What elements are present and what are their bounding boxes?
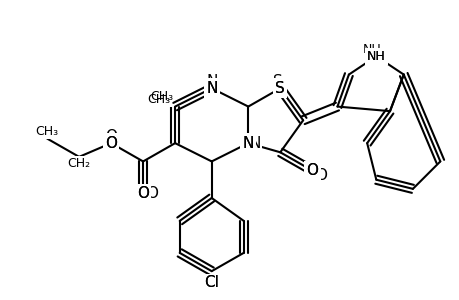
Text: Cl: Cl <box>204 275 218 290</box>
Text: N: N <box>242 136 253 151</box>
Text: O: O <box>146 186 158 201</box>
Text: Cl: Cl <box>204 275 218 290</box>
Text: S: S <box>275 81 285 96</box>
Text: CH₃: CH₃ <box>147 93 170 106</box>
Text: NH: NH <box>362 43 381 56</box>
Text: O: O <box>105 136 117 151</box>
Text: S: S <box>275 81 285 96</box>
Text: N: N <box>206 74 217 89</box>
Text: O: O <box>137 186 149 201</box>
Text: N: N <box>206 81 217 96</box>
Text: O: O <box>137 186 149 201</box>
Text: CH₂: CH₂ <box>67 157 90 170</box>
Text: O: O <box>105 129 117 144</box>
Text: CH₃: CH₃ <box>150 90 173 103</box>
Text: O: O <box>306 163 318 178</box>
Text: N: N <box>242 136 253 151</box>
Text: NH: NH <box>366 50 385 63</box>
Text: N: N <box>249 136 260 151</box>
Text: N: N <box>206 81 217 96</box>
Text: O: O <box>105 136 117 151</box>
Text: CH₃: CH₃ <box>35 125 59 138</box>
Text: O: O <box>315 168 327 183</box>
Text: O: O <box>306 163 318 178</box>
Text: NH: NH <box>366 50 385 63</box>
Text: S: S <box>273 74 282 89</box>
